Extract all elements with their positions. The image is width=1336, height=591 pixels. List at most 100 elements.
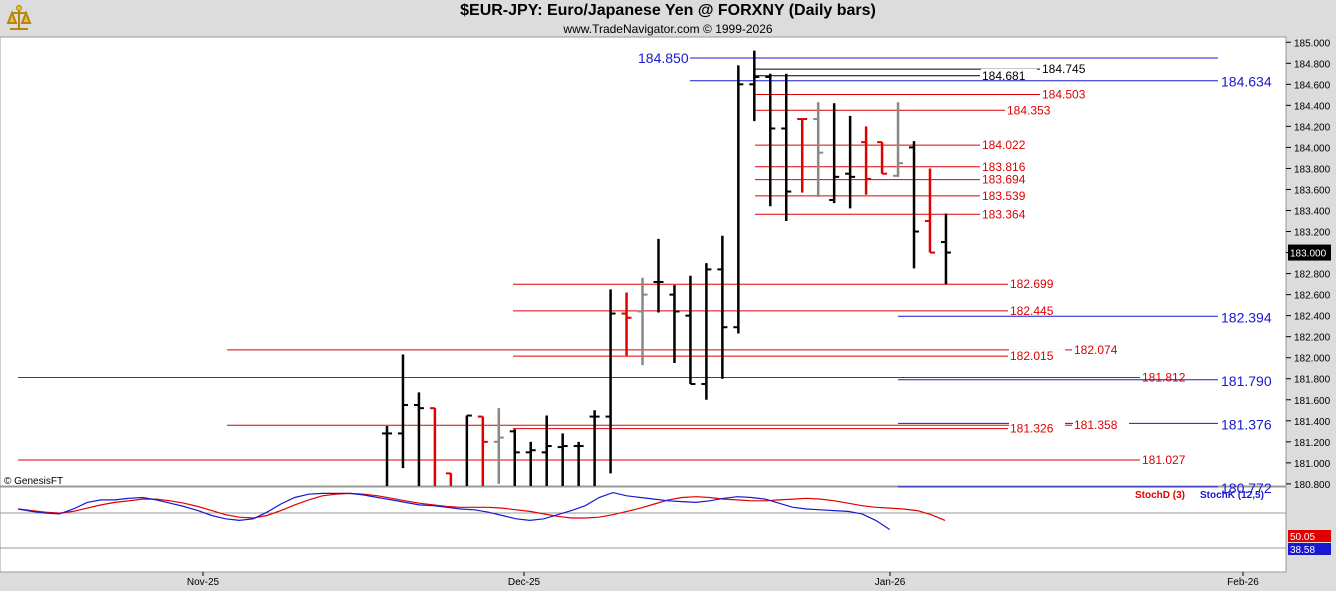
ohlc-bar [573, 441, 584, 486]
y-tick-label: 184.600 [1294, 80, 1331, 91]
y-tick-label: 183.600 [1294, 185, 1331, 196]
level-label-bg [981, 159, 1037, 173]
y-tick-label: 184.800 [1294, 59, 1331, 70]
level-label: 184.681 [982, 69, 1026, 83]
level-label-bg [1073, 418, 1129, 432]
level-label: 181.376 [1221, 416, 1272, 432]
x-tick-label: Feb-26 [1227, 577, 1259, 588]
level-label-bg [981, 172, 1037, 186]
y-tick-label: 183.800 [1294, 164, 1331, 175]
ohlc-bar [940, 213, 951, 285]
y-tick-label: 181.200 [1294, 438, 1331, 449]
chart-subtitle: www.TradeNavigator.com © 1999-2026 [563, 22, 773, 36]
ohlc-bar [685, 275, 696, 386]
ohlc-bar [717, 235, 728, 379]
ohlc-bar [781, 73, 792, 222]
level-label: 183.816 [982, 160, 1026, 174]
y-tick-label: 185.000 [1294, 38, 1331, 49]
x-tick-label: Dec-25 [508, 577, 541, 588]
stochd-line [17, 492, 946, 521]
ohlc-bar [429, 407, 437, 486]
level-label: 180.772 [1221, 480, 1272, 496]
y-tick-label: 181.800 [1294, 375, 1331, 386]
level-label-bg [981, 68, 1037, 82]
level-label-bg [981, 188, 1037, 202]
level-label: 182.445 [1010, 304, 1054, 318]
ohlc-bar [413, 392, 424, 486]
y-tick-label: 180.800 [1294, 480, 1331, 491]
ohlc-bar [813, 102, 824, 197]
y-tick-label: 181.000 [1294, 459, 1331, 470]
level-label: 184.353 [1007, 103, 1051, 117]
x-tick-label: Nov-25 [187, 577, 220, 588]
trade-navigator-logo-icon [4, 3, 34, 33]
level-label: 181.027 [1142, 453, 1186, 467]
last-price-label: 183.000 [1290, 249, 1327, 260]
level-label-bg [1009, 277, 1065, 291]
copyright-label: © GenesisFT [4, 476, 63, 487]
y-tick-label: 184.400 [1294, 101, 1331, 112]
level-label: 183.539 [982, 189, 1026, 203]
level-label: 181.790 [1221, 373, 1272, 389]
level-label-bg [981, 207, 1037, 221]
level-label-bg [1073, 342, 1129, 356]
ohlc-bar [382, 426, 392, 486]
y-tick-label: 181.400 [1294, 417, 1331, 428]
y-tick-label: 184.000 [1294, 143, 1331, 154]
stochd-value-box [1288, 530, 1331, 542]
chart-title: $EUR-JPY: Euro/Japanese Yen @ FORXNY (Da… [460, 2, 876, 19]
level-label-bg [1009, 349, 1065, 363]
y-tick-label: 182.200 [1294, 333, 1331, 344]
legend-stochk: StochK (12,5) [1200, 490, 1264, 501]
ohlc-bar [701, 263, 712, 400]
y-tick-label: 183.400 [1294, 207, 1331, 218]
level-label: 184.745 [1042, 62, 1086, 76]
ohlc-bar [557, 433, 568, 486]
y-tick-label: 184.200 [1294, 122, 1331, 133]
level-label-bg [981, 138, 1037, 152]
ohlc-bar [893, 102, 904, 177]
level-label-bg [1009, 421, 1065, 435]
stochk-value-box [1288, 543, 1331, 555]
y-tick-label: 182.800 [1294, 270, 1331, 281]
ohlc-bar [477, 415, 488, 486]
level-label-bg [1006, 103, 1062, 117]
last-price-box [1288, 244, 1331, 261]
y-tick-label: 181.600 [1294, 396, 1331, 407]
stochd-value: 50.05 [1290, 532, 1315, 543]
ohlc-bar [493, 408, 504, 484]
level-label: 184.503 [1042, 88, 1086, 102]
ohlc-bar [445, 472, 453, 486]
level-label: 181.812 [1142, 370, 1186, 384]
ohlc-bar [845, 115, 856, 209]
ohlc-bar [589, 410, 600, 486]
ohlc-bar [621, 292, 632, 356]
ohlc-bar [829, 103, 840, 204]
y-tick-label: 182.600 [1294, 291, 1331, 302]
y-tick-label: 182.000 [1294, 354, 1331, 365]
y-tick-label: 183.200 [1294, 228, 1331, 239]
level-label: 183.364 [982, 207, 1026, 221]
level-label-bg [1141, 453, 1197, 467]
ohlc-bar [909, 141, 920, 269]
ohlc-bar [605, 289, 616, 474]
level-label-bg [1009, 303, 1065, 317]
level-label: 182.394 [1221, 309, 1272, 325]
level-label: 181.358 [1074, 418, 1118, 432]
stoch-panel-bg [0, 486, 1287, 573]
ohlc-bar [749, 50, 760, 122]
y-axis-bg [1287, 37, 1336, 572]
ohlc-bar [465, 414, 472, 486]
level-label: 183.694 [982, 173, 1026, 187]
level-label-bg [1041, 62, 1097, 76]
main-panel-bg [0, 36, 1287, 487]
ohlc-bar [541, 415, 552, 486]
ohlc-bar [765, 73, 776, 207]
legend-stochd: StochD (3) [1135, 490, 1185, 501]
level-label: 184.850 [638, 50, 689, 66]
ohlc-bar [861, 126, 872, 195]
level-label: 182.699 [1010, 277, 1054, 291]
level-label: 184.634 [1221, 74, 1272, 90]
stochk-line [17, 491, 891, 531]
